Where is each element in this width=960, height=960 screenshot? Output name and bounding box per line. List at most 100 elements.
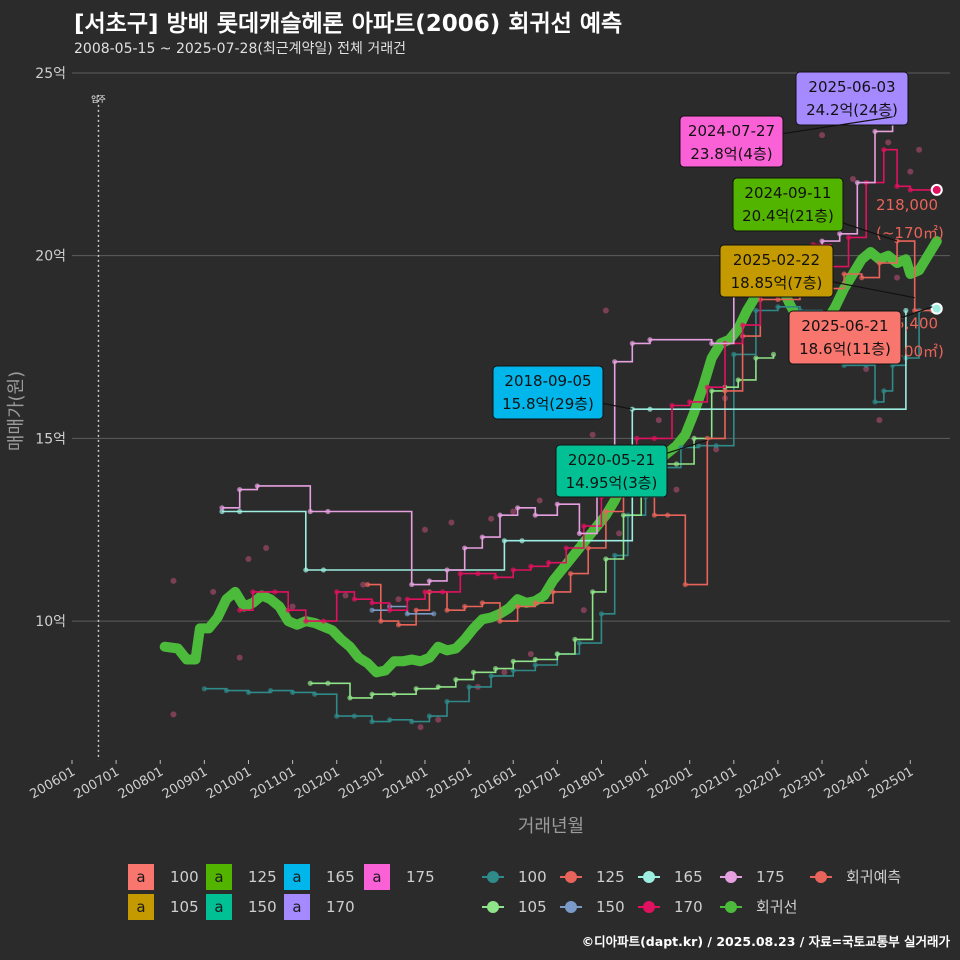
legend-key-dot bbox=[815, 871, 827, 883]
series-point-100 bbox=[488, 673, 494, 679]
series-point-170 bbox=[634, 435, 640, 442]
series-point-105 bbox=[603, 556, 609, 562]
scatter-point bbox=[713, 446, 720, 453]
legend-key-dot bbox=[565, 901, 577, 913]
scatter-point bbox=[448, 519, 455, 526]
series-point-175 bbox=[612, 359, 618, 365]
y-tick-label: 15억 bbox=[35, 431, 66, 447]
series-point-100 bbox=[731, 351, 737, 357]
series-point-105 bbox=[435, 684, 441, 690]
series-point-175 bbox=[307, 508, 313, 515]
x-axis-label: 거래년월 bbox=[518, 816, 584, 837]
legend-key-165 bbox=[638, 871, 660, 883]
x-tick-label: 201201 bbox=[292, 764, 342, 802]
series-point-105 bbox=[572, 636, 578, 643]
series-point-105 bbox=[325, 680, 331, 686]
legend-key-dot bbox=[487, 871, 499, 883]
series-point-170 bbox=[669, 402, 675, 409]
series-point-100 bbox=[872, 399, 878, 405]
series-point-100 bbox=[775, 304, 781, 310]
series-point-170 bbox=[704, 384, 710, 390]
callout-box bbox=[732, 177, 844, 232]
callout-date: 2025-02-22 bbox=[733, 251, 820, 269]
legend-key-125 bbox=[560, 871, 582, 883]
series-point-170 bbox=[528, 563, 534, 569]
scatter-point bbox=[263, 545, 270, 552]
series-point-170 bbox=[907, 187, 913, 193]
legend-label: 175 bbox=[406, 868, 435, 886]
scatter-point bbox=[527, 651, 534, 658]
series-point-175 bbox=[854, 179, 860, 186]
series-point-165 bbox=[501, 538, 507, 544]
series-point-175 bbox=[515, 505, 521, 511]
series-point-100 bbox=[223, 687, 230, 694]
legend-key-dot bbox=[643, 901, 655, 913]
series-point-175 bbox=[426, 578, 432, 584]
series-point-125 bbox=[585, 545, 591, 551]
series-line-125 bbox=[367, 240, 933, 626]
callout: 2024-09-11 20.4억(21층) bbox=[732, 177, 898, 242]
series-point-105 bbox=[691, 435, 697, 442]
legend-swatch-170: a bbox=[284, 894, 310, 920]
x-tick-label: 201701 bbox=[513, 764, 563, 802]
series-point-170 bbox=[320, 618, 327, 624]
series-point-100 bbox=[201, 686, 207, 692]
callout-value: 24.2억(24층) bbox=[806, 101, 898, 119]
series-point-170 bbox=[510, 567, 516, 573]
series-point-100 bbox=[713, 443, 719, 449]
series-point-150 bbox=[431, 611, 437, 617]
prediction-point bbox=[930, 302, 943, 315]
scatter-point bbox=[616, 530, 623, 537]
legend-swatch-105: a bbox=[128, 894, 154, 920]
legend-label: 100 bbox=[170, 868, 199, 886]
series-point-125 bbox=[775, 296, 781, 303]
series-point-105 bbox=[307, 680, 313, 686]
series-point-125 bbox=[550, 589, 556, 595]
series-line-100 bbox=[204, 306, 934, 723]
callout: 2020-05-21 14.95억(3층) bbox=[555, 439, 708, 498]
series-point-175 bbox=[554, 501, 560, 507]
prediction-value: 218,000 bbox=[876, 196, 938, 214]
y-tick-label: 25억 bbox=[35, 66, 66, 82]
legend-key-100 bbox=[482, 871, 504, 883]
legend-swatch-150: a bbox=[206, 894, 232, 920]
x-tick-label: 200901 bbox=[160, 764, 210, 802]
series-point-150 bbox=[404, 611, 410, 617]
scatter-point bbox=[894, 274, 901, 281]
series-point-170 bbox=[881, 147, 887, 153]
x-tick-label: 202501 bbox=[866, 764, 916, 802]
legend-key-dot bbox=[725, 901, 737, 913]
series-point-100 bbox=[369, 719, 375, 725]
callout-value: 15.8억(29층) bbox=[502, 395, 594, 413]
callout-date: 2024-09-11 bbox=[744, 184, 831, 202]
scatter-point bbox=[245, 556, 252, 563]
series-point-100 bbox=[409, 719, 415, 725]
series-point-170 bbox=[475, 571, 481, 577]
x-tick-label: 202301 bbox=[778, 764, 828, 802]
x-tick-label: 200801 bbox=[116, 764, 166, 802]
callout-date: 2024-07-27 bbox=[688, 122, 775, 140]
x-tick-label: 201901 bbox=[601, 764, 651, 802]
series-point-175 bbox=[709, 340, 715, 346]
series-point-170 bbox=[237, 607, 243, 613]
x-tick-label: 202001 bbox=[645, 764, 695, 802]
series-point-105 bbox=[369, 691, 375, 697]
series-point-165 bbox=[903, 307, 909, 314]
series-point-170 bbox=[387, 607, 393, 613]
series-point-175 bbox=[576, 530, 582, 537]
series-point-175 bbox=[497, 512, 503, 518]
series-point-105 bbox=[709, 388, 715, 394]
legend-key-dot bbox=[565, 871, 577, 883]
scatter-point bbox=[289, 603, 296, 610]
scatter-point bbox=[342, 592, 349, 599]
series-point-100 bbox=[753, 307, 759, 314]
series-point-175 bbox=[254, 483, 260, 489]
series-point-170 bbox=[404, 596, 410, 602]
chart-subtitle: 2008-05-15 ~ 2025-07-28(최근계약일) 전체 거래건 bbox=[74, 41, 406, 57]
series-point-175 bbox=[532, 512, 538, 518]
series-point-175 bbox=[479, 534, 485, 540]
legend-label: 105 bbox=[518, 898, 547, 916]
legend-swatch-100: a bbox=[128, 864, 154, 890]
source-caption: ©디아파트(dapt.kr) / 2025.08.23 / 자료=국토교통부 실… bbox=[581, 934, 950, 949]
